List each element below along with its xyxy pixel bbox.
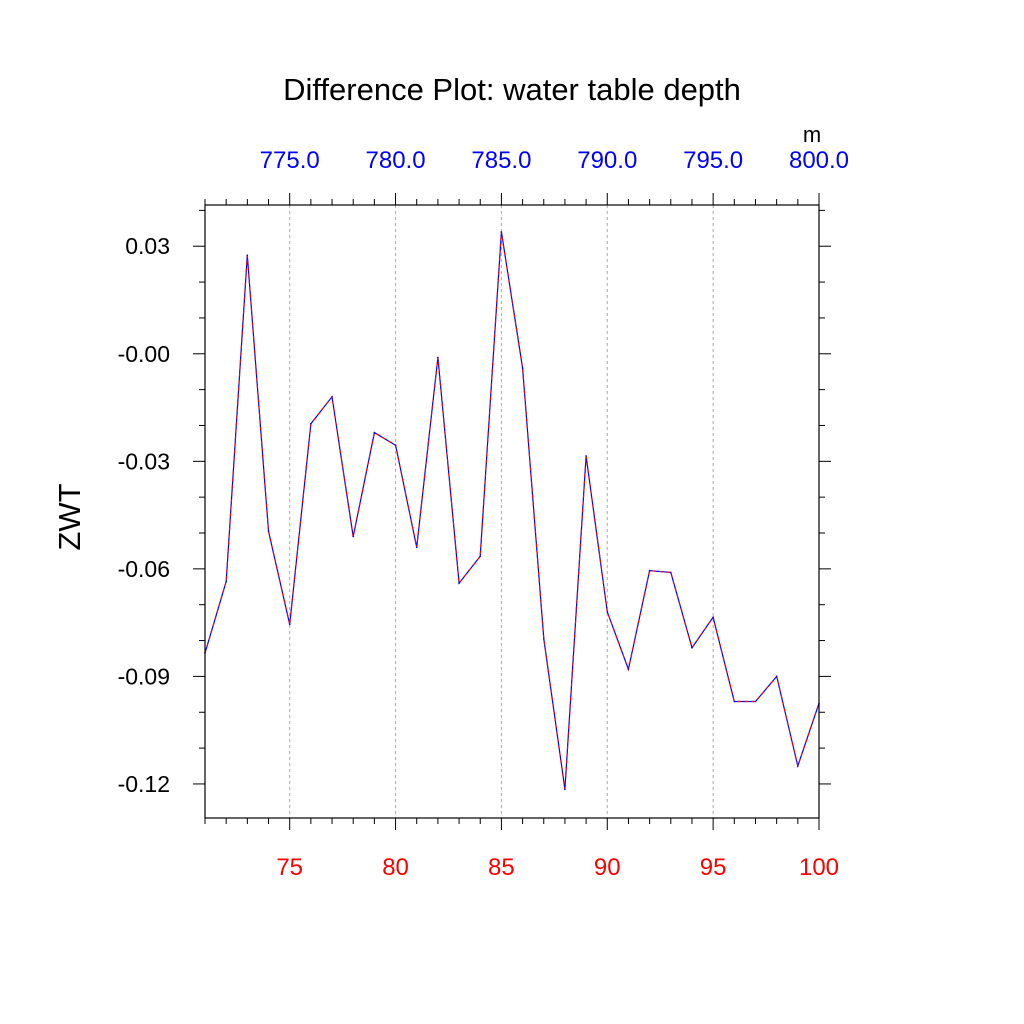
series-line — [204, 231, 820, 790]
data-point — [585, 455, 587, 457]
data-point — [564, 788, 566, 791]
bottom-tick-label: 85 — [488, 854, 515, 881]
data-point — [267, 530, 270, 532]
data-point — [648, 569, 651, 572]
data-point — [352, 535, 355, 538]
top-tick-label: 780.0 — [366, 147, 426, 174]
labels-layer: 75 80 85 90 95 100 775.0 780.0 785.0 790.0 795.0 80… — [118, 147, 849, 881]
data-point — [521, 367, 524, 369]
data-point — [712, 616, 714, 619]
top-tick-label: 800.0 — [789, 147, 849, 174]
y-tick-label: 0.03 — [125, 233, 170, 259]
data-point — [797, 765, 799, 767]
data-point — [500, 231, 503, 233]
y-axis-label: ZWT — [52, 483, 87, 550]
data-point — [331, 396, 333, 398]
grid-layer — [289, 205, 714, 818]
series-line-dashed-overlay — [204, 231, 820, 790]
top-tick-label: 775.0 — [260, 147, 320, 174]
bottom-tick-label: 95 — [700, 854, 727, 881]
top-tick-label: 785.0 — [471, 147, 531, 174]
data-point — [543, 638, 545, 640]
data-point — [479, 555, 482, 558]
bottom-tick-label: 90 — [594, 854, 621, 881]
data-point — [606, 611, 609, 613]
data-point — [754, 700, 757, 703]
series-layer — [204, 231, 820, 791]
data-point — [373, 431, 376, 434]
data-point — [775, 675, 778, 678]
data-point — [627, 668, 630, 670]
data-point — [458, 582, 460, 584]
data-point — [733, 700, 736, 703]
y-tick-label: -0.00 — [118, 341, 170, 367]
data-point — [310, 422, 312, 425]
bottom-tick-label: 80 — [382, 854, 409, 881]
top-tick-label: 790.0 — [577, 147, 637, 174]
data-point — [246, 254, 249, 256]
data-point — [670, 571, 672, 574]
data-point — [288, 623, 291, 626]
data-point — [225, 580, 227, 583]
top-axis-unit: m — [803, 122, 821, 147]
bottom-tick-label: 75 — [276, 854, 303, 881]
y-tick-label: -0.03 — [118, 448, 170, 474]
data-point — [437, 356, 439, 359]
y-tick-label: -0.12 — [118, 771, 170, 797]
plot-frame — [204, 204, 820, 819]
top-tick-label: 795.0 — [683, 147, 743, 174]
data-point — [415, 546, 418, 549]
y-tick-label: -0.06 — [118, 556, 170, 582]
data-point — [691, 646, 693, 649]
chart-title: Difference Plot: water table depth — [283, 72, 741, 107]
ticks-layer — [193, 193, 831, 830]
data-point — [394, 444, 397, 447]
y-tick-label: -0.09 — [118, 663, 170, 689]
bottom-tick-label: 100 — [799, 854, 839, 881]
